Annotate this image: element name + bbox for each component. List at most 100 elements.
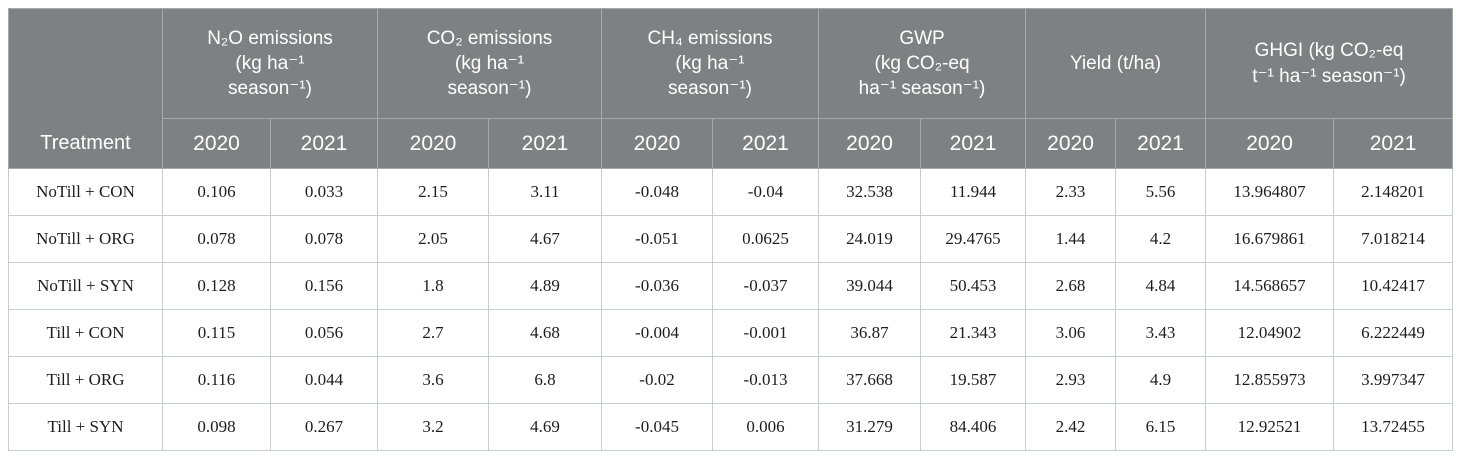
value-cell: 14.568657 — [1205, 262, 1335, 310]
value-cell: 37.668 — [818, 356, 922, 404]
table-row-notill-syn: NoTill + SYN 0.128 0.156 1.8 4.89 -0.036… — [8, 262, 1454, 310]
value-cell: 4.67 — [488, 215, 602, 263]
value-cell: 4.9 — [1115, 356, 1207, 404]
value-cell: 4.69 — [488, 403, 602, 451]
value-cell: 50.453 — [920, 262, 1027, 310]
value-cell: -0.048 — [601, 168, 713, 216]
value-cell: 0.056 — [270, 309, 378, 357]
value-cell: 4.2 — [1115, 215, 1207, 263]
value-cell: 4.89 — [488, 262, 602, 310]
value-cell: 0.115 — [162, 309, 271, 357]
value-cell: 6.15 — [1115, 403, 1207, 451]
year-header-yield-2020: 2020 — [1025, 118, 1117, 169]
value-cell: 6.8 — [488, 356, 602, 404]
group-header-row: Treatment N₂O emissions (kg ha⁻¹ season⁻… — [8, 8, 1454, 169]
value-cell: 2.93 — [1025, 356, 1117, 404]
value-cell: 0.156 — [270, 262, 378, 310]
value-cell: 10.42417 — [1333, 262, 1454, 310]
value-cell: 1.44 — [1025, 215, 1117, 263]
value-cell: 2.42 — [1025, 403, 1117, 451]
value-cell: 3.43 — [1115, 309, 1207, 357]
value-cell: 24.019 — [818, 215, 922, 263]
value-cell: 0.044 — [270, 356, 378, 404]
value-cell: 4.68 — [488, 309, 602, 357]
treatment-cell: Till + ORG — [8, 356, 163, 404]
value-cell: -0.036 — [601, 262, 713, 310]
value-cell: 3.11 — [488, 168, 602, 216]
year-header-co2-2020: 2020 — [377, 118, 489, 169]
value-cell: 0.267 — [270, 403, 378, 451]
column-group-ch4-emissions: CH₄ emissions (kg ha⁻¹ season⁻¹) — [600, 8, 820, 119]
year-header-ch4-2020: 2020 — [601, 118, 713, 169]
value-cell: 0.098 — [162, 403, 271, 451]
value-cell: 0.006 — [711, 403, 820, 451]
value-cell: 0.0625 — [711, 215, 820, 263]
table-row-notill-org: NoTill + ORG 0.078 0.078 2.05 4.67 -0.05… — [8, 215, 1454, 263]
column-group-yield: Yield (t/ha) — [1025, 8, 1207, 119]
treatment-cell: Till + SYN — [8, 403, 163, 451]
value-cell: 2.33 — [1025, 168, 1117, 216]
value-cell: -0.04 — [711, 168, 820, 216]
value-cell: 21.343 — [920, 309, 1027, 357]
value-cell: 0.106 — [162, 168, 271, 216]
value-cell: 5.56 — [1115, 168, 1207, 216]
value-cell: 12.92521 — [1205, 403, 1335, 451]
value-cell: 13.964807 — [1205, 168, 1335, 216]
column-group-co2-emissions: CO₂ emissions (kg ha⁻¹ season⁻¹) — [377, 8, 602, 119]
column-group-ghgi: GHGI (kg CO₂-eq t⁻¹ ha⁻¹ season⁻¹) — [1205, 8, 1454, 119]
value-cell: 39.044 — [818, 262, 922, 310]
value-cell: 19.587 — [920, 356, 1027, 404]
value-cell: 32.538 — [818, 168, 922, 216]
value-cell: 31.279 — [818, 403, 922, 451]
value-cell: -0.02 — [601, 356, 713, 404]
year-header-co2-2021: 2021 — [488, 118, 602, 169]
value-cell: 13.72455 — [1333, 403, 1454, 451]
value-cell: 3.997347 — [1333, 356, 1454, 404]
value-cell: 2.05 — [377, 215, 489, 263]
treatment-cell: NoTill + ORG — [8, 215, 163, 263]
value-cell: 0.078 — [270, 215, 378, 263]
value-cell: 3.6 — [377, 356, 489, 404]
value-cell: 0.033 — [270, 168, 378, 216]
table-row-till-con: Till + CON 0.115 0.056 2.7 4.68 -0.004 -… — [8, 309, 1454, 357]
treatment-cell: Till + CON — [8, 309, 163, 357]
table-row-till-syn: Till + SYN 0.098 0.267 3.2 4.69 -0.045 0… — [8, 403, 1454, 451]
value-cell: 0.116 — [162, 356, 271, 404]
treatment-cell: NoTill + CON — [8, 168, 163, 216]
value-cell: -0.045 — [601, 403, 713, 451]
value-cell: 0.078 — [162, 215, 271, 263]
year-header-yield-2021: 2021 — [1115, 118, 1207, 169]
value-cell: 2.148201 — [1333, 168, 1454, 216]
value-cell: 16.679861 — [1205, 215, 1335, 263]
year-header-gwp-2020: 2020 — [818, 118, 922, 169]
treatment-column-header: Treatment — [8, 8, 163, 169]
table-row-notill-con: NoTill + CON 0.106 0.033 2.15 3.11 -0.04… — [8, 168, 1454, 216]
year-header-n2o-2020: 2020 — [162, 118, 271, 169]
value-cell: 1.8 — [377, 262, 489, 310]
value-cell: 3.2 — [377, 403, 489, 451]
column-group-gwp: GWP (kg CO₂-eq ha⁻¹ season⁻¹) — [818, 8, 1027, 119]
value-cell: 2.68 — [1025, 262, 1117, 310]
value-cell: 36.87 — [818, 309, 922, 357]
value-cell: -0.037 — [711, 262, 820, 310]
year-header-row: 2020 2021 2020 2021 2020 2021 2020 2021 … — [9, 118, 1454, 169]
value-cell: -0.004 — [601, 309, 713, 357]
value-cell: 2.7 — [377, 309, 489, 357]
value-cell: 11.944 — [920, 168, 1027, 216]
value-cell: 7.018214 — [1333, 215, 1454, 263]
value-cell: 2.15 — [377, 168, 489, 216]
year-header-ghgi-2021: 2021 — [1333, 118, 1454, 169]
value-cell: 12.855973 — [1205, 356, 1335, 404]
value-cell: -0.051 — [601, 215, 713, 263]
value-cell: 29.4765 — [920, 215, 1027, 263]
value-cell: 4.84 — [1115, 262, 1207, 310]
table-row-till-org: Till + ORG 0.116 0.044 3.6 6.8 -0.02 -0.… — [8, 356, 1454, 404]
emissions-table: Treatment N₂O emissions (kg ha⁻¹ season⁻… — [8, 8, 1454, 451]
value-cell: -0.001 — [711, 309, 820, 357]
treatment-cell: NoTill + SYN — [8, 262, 163, 310]
value-cell: -0.013 — [711, 356, 820, 404]
value-cell: 84.406 — [920, 403, 1027, 451]
value-cell: 3.06 — [1025, 309, 1117, 357]
year-header-ch4-2021: 2021 — [711, 118, 820, 169]
